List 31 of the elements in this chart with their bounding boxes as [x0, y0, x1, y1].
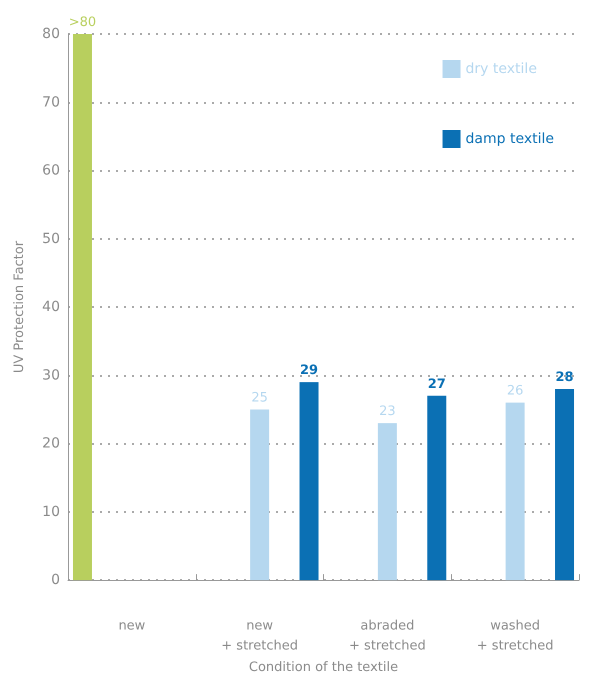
data-label: 26: [506, 384, 524, 399]
bar: [72, 34, 92, 580]
y-tick-label: 70: [42, 94, 60, 110]
data-label: 27: [428, 376, 446, 392]
x-tick-label: washed + stretched: [476, 618, 554, 654]
y-tick-label: 0: [51, 572, 60, 588]
data-label: >80: [68, 15, 96, 30]
bar: [300, 382, 319, 580]
y-tick-label: 80: [42, 26, 60, 42]
data-label: 28: [555, 370, 574, 385]
bar: [506, 402, 525, 580]
bar: [250, 409, 270, 580]
data-label: 25: [251, 390, 268, 406]
x-axis-title: Condition of the textile: [248, 660, 398, 675]
y-tick-label: 60: [42, 162, 60, 179]
legend-label: damp textile: [466, 131, 554, 147]
bar: [555, 388, 574, 580]
y-tick-label: 20: [42, 436, 60, 452]
bar: [378, 423, 397, 580]
x-tick-label: abraded + stretched: [349, 618, 426, 654]
legend-label: dry textile: [466, 61, 537, 77]
bar: [427, 396, 446, 580]
x-tick-label: new + stretched: [221, 618, 298, 654]
y-tick-label: 50: [42, 230, 60, 247]
x-tick-label: new: [118, 618, 146, 634]
y-tick-label: 30: [42, 367, 60, 384]
data-label: 29: [300, 363, 318, 378]
y-tick-label: 40: [42, 299, 60, 316]
y-axis-title: UV Protection Factor: [12, 240, 27, 374]
y-tick-label: 10: [42, 504, 60, 520]
data-label: 23: [379, 404, 396, 420]
